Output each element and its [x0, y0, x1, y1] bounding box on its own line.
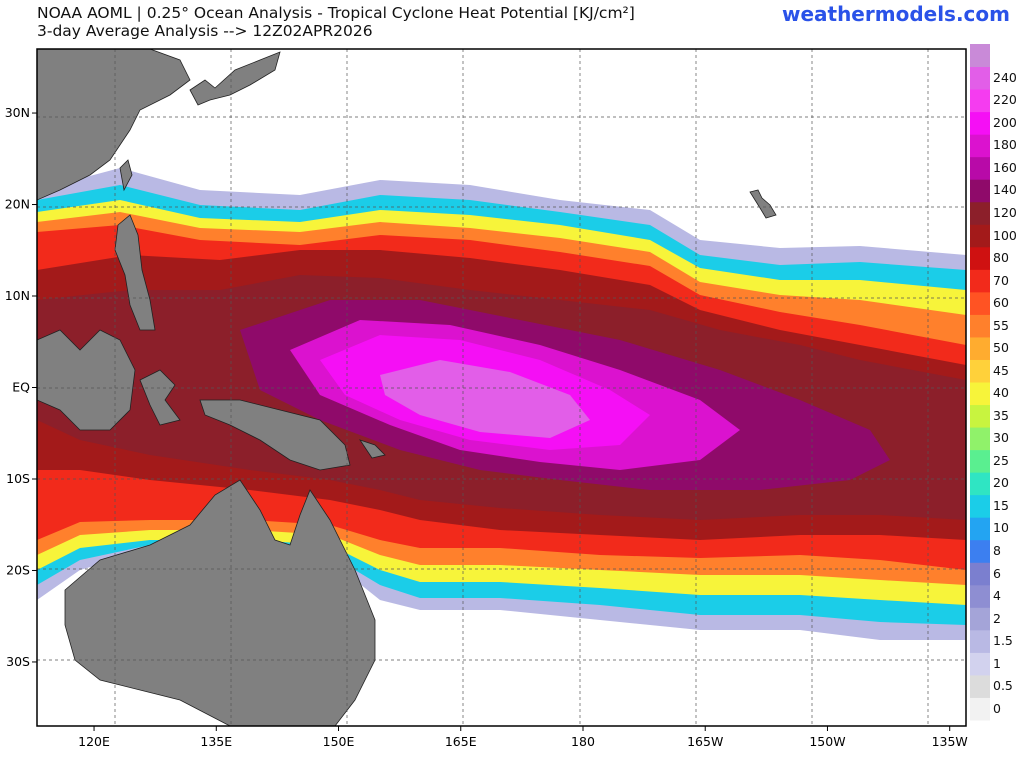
title-line-2: 3-day Average Analysis --> 12Z02APR2026 [37, 22, 373, 40]
colorbar-level-label: 10 [993, 520, 1009, 536]
colorbar-level-label: 240 [993, 69, 1017, 85]
colorbar-level-label: 0 [993, 700, 1001, 716]
colorbar-swatch [970, 224, 990, 248]
land-sulawesi [139, 369, 181, 426]
colorbar-level-label: 20 [993, 475, 1009, 491]
land-taiwan [119, 159, 133, 192]
colorbar-level-label: 25 [993, 452, 1009, 468]
colorbar-level-label: 180 [993, 137, 1017, 153]
colorbar-swatch [970, 652, 990, 676]
colorbar-swatch [970, 314, 990, 338]
colorbar-swatch [970, 404, 990, 428]
colorbar-level-label: 160 [993, 159, 1017, 175]
colorbar-swatch [970, 111, 990, 135]
land-korea-japan [189, 51, 281, 106]
land-philippines [114, 214, 156, 331]
colorbar-swatch [970, 44, 990, 68]
lon-tick-label: 135E [200, 734, 232, 749]
colorbar-level-label: 50 [993, 340, 1009, 356]
lat-tick-label: 30S [6, 654, 30, 669]
colorbar-level-label: 70 [993, 272, 1009, 288]
colorbar-level-label: 200 [993, 114, 1017, 130]
map-plot-area [37, 49, 966, 726]
colorbar-level-label: 45 [993, 362, 1009, 378]
brand-link[interactable]: weathermodels.com [781, 2, 1010, 26]
lon-tick-label: 120E [78, 734, 110, 749]
colorbar-swatch [970, 427, 990, 451]
colorbar-level-label: 2 [993, 610, 1001, 626]
lon-tick-label: 150W [809, 734, 845, 749]
lon-tick-label: 150E [323, 734, 355, 749]
land-hawaii [749, 189, 777, 219]
colorbar-swatch [970, 517, 990, 541]
title-line-1: NOAA AOML | 0.25° Ocean Analysis - Tropi… [37, 4, 635, 22]
colorbar-level-label: 220 [993, 92, 1017, 108]
colorbar-swatch [970, 449, 990, 473]
colorbar-level-label: 40 [993, 385, 1009, 401]
colorbar-swatch [970, 382, 990, 406]
colorbar-level-label: 4 [993, 588, 1001, 604]
land-solomon-islands [359, 439, 386, 459]
land-masses [37, 49, 777, 726]
colorbar-level-label: 6 [993, 565, 1001, 581]
colorbar-swatch [970, 336, 990, 360]
colorbar-swatch [970, 629, 990, 653]
heat-potential-field [37, 168, 966, 640]
colorbar-level-label: 1.5 [993, 633, 1013, 649]
colorbar-level-label: 100 [993, 227, 1017, 243]
colorbar-swatch [970, 66, 990, 90]
colorbar-swatch [970, 179, 990, 203]
colorbar-swatch [970, 584, 990, 608]
lat-tick-label: 20N [5, 197, 30, 212]
land-new-guinea [199, 399, 351, 471]
lat-tick-label: 30N [5, 105, 30, 120]
lon-tick-label: 165W [687, 734, 723, 749]
colorbar-level-label: 140 [993, 182, 1017, 198]
lat-tick-label: 10N [5, 288, 30, 303]
lat-tick-label: 10S [6, 471, 30, 486]
latitude-ticks: 30N 20N 10N EQ 10S 20S 30S [5, 105, 37, 669]
colorbar-swatch [970, 359, 990, 383]
colorbar-level-label: 0.5 [993, 678, 1013, 694]
colorbar-swatch [970, 201, 990, 225]
longitude-ticks: 120E 135E 150E 165E 180 165W 150W 135W [78, 726, 968, 749]
grid-lines [37, 49, 966, 726]
colorbar-level-label: 35 [993, 407, 1009, 423]
tchp-contour-lilac [380, 360, 590, 438]
colorbar-swatch [970, 269, 990, 293]
colorbar-level-label: 80 [993, 250, 1009, 266]
colorbar-swatch [970, 89, 990, 113]
lat-tick-label: 20S [6, 562, 30, 577]
colorbar-swatch [970, 562, 990, 586]
colorbar-level-label: 15 [993, 497, 1009, 513]
lon-tick-label: 165E [445, 734, 477, 749]
colorbar-level-label: 8 [993, 543, 1001, 558]
land-asia-mainland [37, 49, 191, 201]
lon-tick-label: 180 [571, 734, 595, 749]
colorbar-level-label: 30 [993, 430, 1009, 446]
colorbar-swatch [970, 674, 990, 698]
colorbar-level-label: 120 [993, 205, 1017, 220]
colorbar-swatch [970, 607, 990, 631]
colorbar-level-label: 60 [993, 295, 1009, 311]
colorbar-level-label: 55 [993, 317, 1009, 333]
colorbar [970, 44, 990, 721]
lon-tick-label: 135W [932, 734, 968, 749]
colorbar-swatch [970, 539, 990, 563]
colorbar-swatch [970, 291, 990, 315]
colorbar-swatch [970, 134, 990, 158]
colorbar-swatch [970, 697, 990, 721]
land-borneo-indochina [37, 329, 136, 431]
colorbar-swatch [970, 156, 990, 180]
colorbar-level-label: 1 [993, 655, 1001, 671]
colorbar-swatch [970, 494, 990, 518]
colorbar-swatch [970, 246, 990, 270]
lat-tick-label: EQ [12, 380, 30, 395]
colorbar-swatch [970, 472, 990, 496]
land-australia [64, 479, 376, 726]
